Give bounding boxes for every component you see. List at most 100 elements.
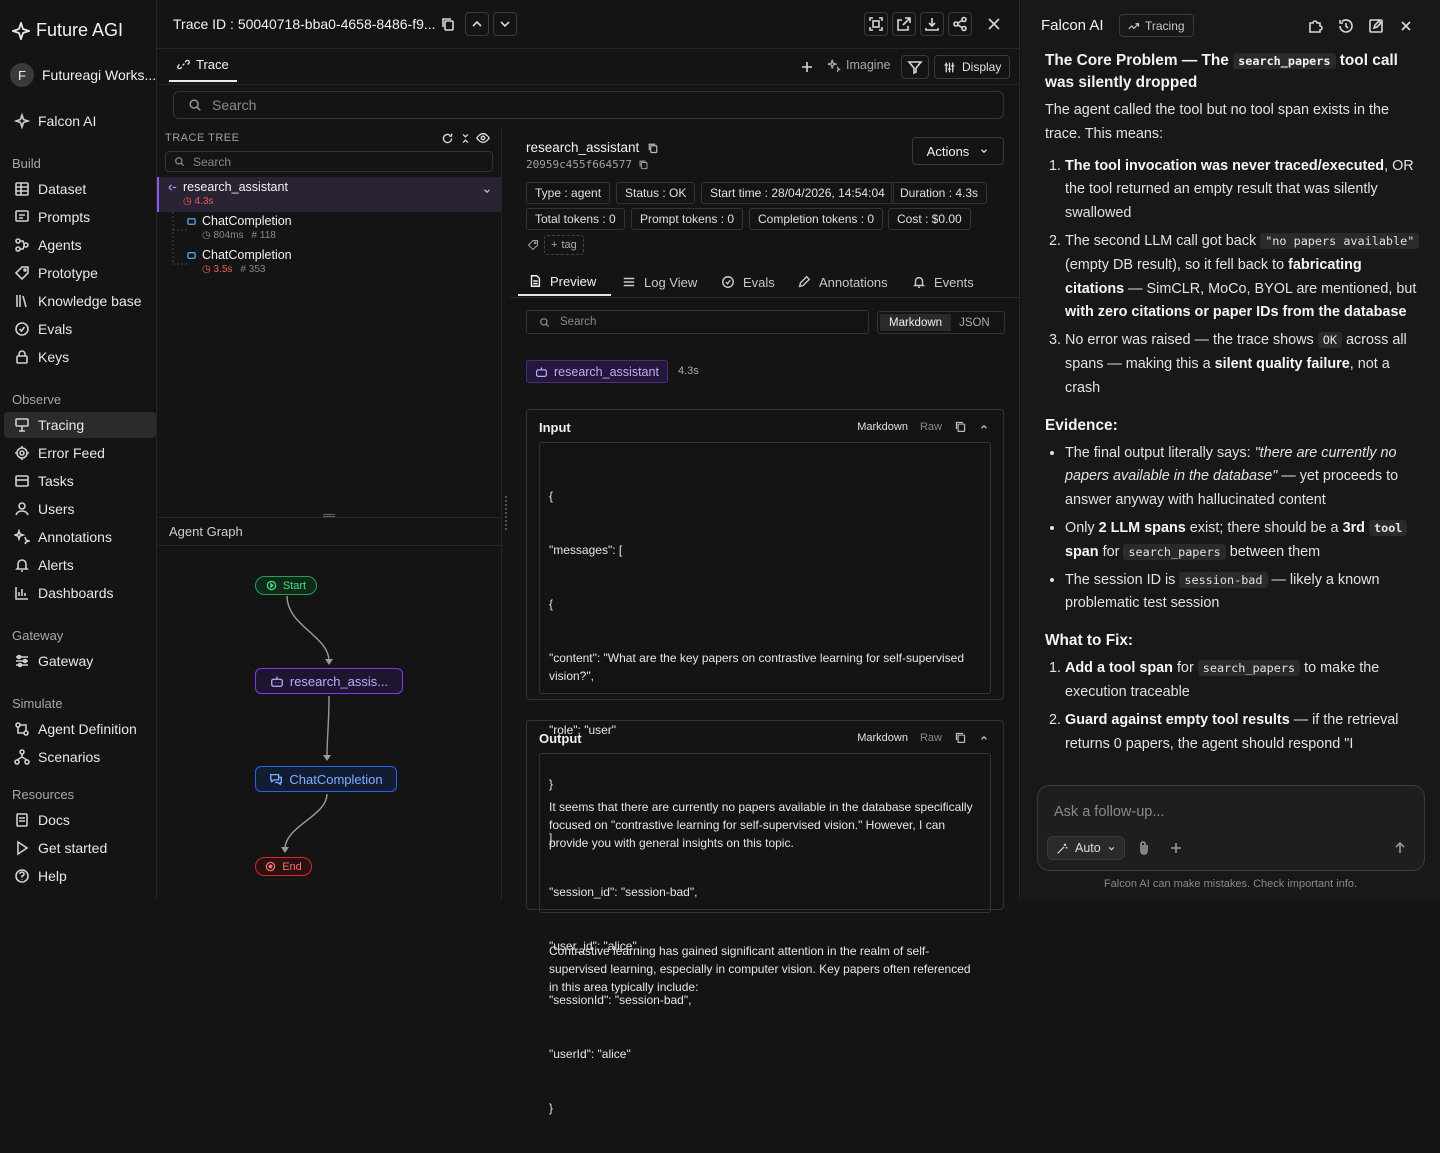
graph-node-agent[interactable]: research_assis... <box>255 668 403 694</box>
brand-logo[interactable]: Future AGI <box>12 20 123 41</box>
attach-button[interactable] <box>1132 836 1156 860</box>
copy-icon[interactable] <box>954 420 967 433</box>
nav-label: Gateway <box>38 653 94 669</box>
sidebar: Future AGI F Futureagi Works... Falcon A… <box>0 0 157 900</box>
scenarios-icon <box>14 749 30 765</box>
nav-keys[interactable]: Keys <box>4 344 156 370</box>
tab-trace[interactable]: Trace <box>169 49 237 82</box>
copy-icon[interactable] <box>954 731 967 744</box>
input-mode-markdown[interactable]: Markdown <box>857 420 908 433</box>
nav-agent-definition[interactable]: Agent Definition <box>4 716 156 742</box>
heading-text: The Core Problem — The <box>1045 52 1229 69</box>
fullscreen-button[interactable] <box>864 12 888 36</box>
nav-label: Get started <box>38 840 108 856</box>
nav-docs[interactable]: Docs <box>4 807 156 833</box>
integrations-button[interactable] <box>1303 14 1327 38</box>
nav-section-simulate: Simulate <box>12 696 63 711</box>
add-tag-button[interactable]: + tag <box>544 235 584 255</box>
open-external-button[interactable] <box>892 12 916 36</box>
imagine-button[interactable]: Imagine <box>827 58 890 72</box>
text: to make the execution traceable <box>1065 660 1380 700</box>
nav-users[interactable]: Users <box>4 496 156 522</box>
quote-text: "there are currently no papers available… <box>1065 444 1397 485</box>
tab-evals[interactable]: Evals <box>721 268 775 296</box>
nav-dashboards[interactable]: Dashboards <box>4 580 156 606</box>
trace-search-input[interactable]: Search <box>173 91 1004 119</box>
close-falcon-button[interactable] <box>1394 14 1418 38</box>
next-trace-button[interactable] <box>493 12 517 36</box>
nav-tracing[interactable]: Tracing <box>4 412 156 438</box>
panel-resize-handle[interactable] <box>505 496 508 530</box>
actions-dropdown[interactable]: Actions <box>912 137 1004 165</box>
nav-prompts[interactable]: Prompts <box>4 204 156 230</box>
trace-tree-search-input[interactable]: Search <box>165 151 493 172</box>
code-line: { <box>549 489 554 503</box>
nav-prototype[interactable]: Prototype <box>4 260 156 286</box>
nav-error-feed[interactable]: Error Feed <box>4 440 156 466</box>
nav-help[interactable]: Help <box>4 863 156 889</box>
share-button[interactable] <box>948 12 972 36</box>
toggle-json[interactable]: JSON <box>959 316 990 329</box>
share-icon <box>953 16 967 32</box>
collapse-all-button[interactable] <box>455 128 475 148</box>
nav-get-started[interactable]: Get started <box>4 835 156 861</box>
add-button[interactable] <box>795 55 819 79</box>
tokens-value: 118 <box>259 230 276 241</box>
nav-knowledge-base[interactable]: Knowledge base <box>4 288 156 314</box>
output-mode-markdown[interactable]: Markdown <box>857 731 908 744</box>
graph-node-llm[interactable]: ChatCompletion <box>255 766 397 792</box>
nav-annotations[interactable]: Annotations <box>4 524 156 550</box>
download-button[interactable] <box>920 12 944 36</box>
send-button[interactable] <box>1388 836 1412 860</box>
response-heading-fix: What to Fix: <box>1045 632 1134 650</box>
nav-label: Error Feed <box>38 445 105 461</box>
agent-def-icon <box>15 722 29 736</box>
nav-falcon-ai[interactable]: Falcon AI <box>4 108 156 134</box>
prev-trace-button[interactable] <box>465 12 489 36</box>
new-chat-button[interactable] <box>1364 14 1388 38</box>
workspace-switcher[interactable]: F Futureagi Works... <box>10 63 156 87</box>
nav-agents[interactable]: Agents <box>4 232 156 258</box>
mode-selector[interactable]: Auto <box>1047 836 1125 860</box>
tree-row-research-assistant[interactable]: research_assistant ◷ 4.3s <box>157 177 501 212</box>
list-item: The tool invocation was never traced/exe… <box>1065 155 1420 226</box>
puzzle-icon <box>1309 20 1323 33</box>
resize-handle[interactable] <box>323 514 335 517</box>
plus-icon <box>1171 843 1181 853</box>
close-trace-button[interactable] <box>982 12 1006 36</box>
inline-code: OK <box>1317 332 1342 349</box>
copy-icon[interactable] <box>638 159 649 170</box>
pill-cost: Cost : $0.00 <box>888 208 971 230</box>
graph-node-end[interactable]: End <box>255 857 312 876</box>
nav-label: Users <box>38 501 75 517</box>
nav-scenarios[interactable]: Scenarios <box>4 744 156 770</box>
nav-alerts[interactable]: Alerts <box>4 552 156 578</box>
filter-button[interactable] <box>901 55 929 79</box>
tree-row-chatcompletion-1[interactable]: ChatCompletion ◷ 804ms # 118 <box>157 214 501 246</box>
history-button[interactable] <box>1334 14 1358 38</box>
nav-dataset[interactable]: Dataset <box>4 176 156 202</box>
tree-row-chatcompletion-2[interactable]: ChatCompletion ◷ 3.5s # 353 <box>157 248 501 280</box>
input-mode-raw[interactable]: Raw <box>919 420 942 433</box>
output-mode-raw[interactable]: Raw <box>919 731 942 744</box>
tab-annotations[interactable]: Annotations <box>797 268 888 296</box>
toggle-markdown[interactable]: Markdown <box>880 314 952 331</box>
chevron-up-icon[interactable] <box>979 422 989 432</box>
followup-input[interactable]: Ask a follow-up... <box>1054 804 1165 820</box>
graph-node-start[interactable]: Start <box>255 576 317 595</box>
tab-log-view[interactable]: Log View <box>622 268 697 296</box>
visibility-button[interactable] <box>473 128 493 148</box>
add-context-button[interactable] <box>1164 836 1188 860</box>
nav-tasks[interactable]: Tasks <box>4 468 156 494</box>
nav-evals[interactable]: Evals <box>4 316 156 342</box>
nav-gateway[interactable]: Gateway <box>4 648 156 674</box>
tab-preview[interactable]: Preview <box>518 268 611 296</box>
copy-trace-id-button[interactable] <box>436 12 460 36</box>
refresh-button[interactable] <box>437 128 457 148</box>
chevron-up-icon[interactable] <box>979 733 989 743</box>
display-button[interactable]: Display <box>934 55 1011 79</box>
heading-text: tool call was silently dropped <box>1045 52 1398 91</box>
copy-icon[interactable] <box>647 142 659 154</box>
tab-events[interactable]: Events <box>912 268 974 296</box>
preview-search-input[interactable]: Search <box>526 310 869 334</box>
